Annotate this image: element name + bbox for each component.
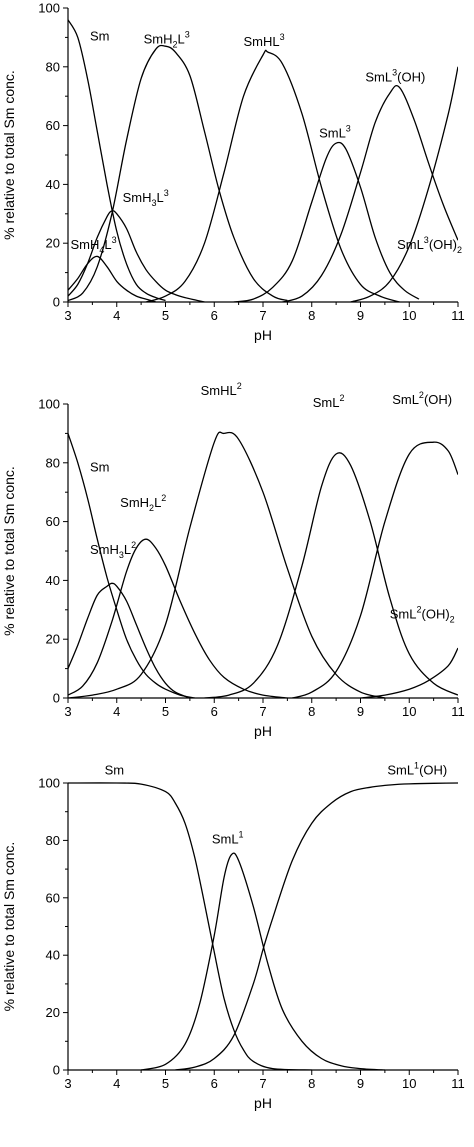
curves-group: [68, 782, 458, 1070]
series-line-sm: [68, 19, 166, 302]
y-tick-label: 100: [38, 776, 60, 791]
x-tick-label: 9: [357, 704, 364, 719]
series-line-sml3: [233, 141, 420, 302]
series-line-smh3l3: [68, 210, 205, 302]
y-tick-label: 100: [38, 1, 60, 16]
label-sml3-oh-2: SmL3(OH)2: [397, 235, 462, 255]
y-tick-label: 80: [46, 59, 60, 74]
label-sml3: SmL3: [319, 123, 351, 140]
x-tick-label: 8: [308, 308, 315, 323]
y-tick-label: 20: [46, 632, 60, 647]
y-tick-label: 80: [46, 833, 60, 848]
series-line-smh2l3: [68, 44, 288, 302]
y-tick-label: 80: [46, 455, 60, 470]
chart-panel-1: 3 4 5 6 7 8 9 10 11 0 20 40 60 80 100 pH % relative to t…: [1, 1, 465, 344]
label-sml3-oh: SmL3(OH): [365, 68, 425, 85]
label-sml1: SmL1: [212, 829, 244, 846]
series-line-smhl2: [68, 431, 386, 698]
x-axis-title: pH: [254, 723, 272, 739]
x-tick-label: 10: [402, 704, 416, 719]
series-line-smh2l2: [68, 538, 288, 698]
x-tick-label: 10: [402, 308, 416, 323]
x-tick-label: 5: [162, 704, 169, 719]
label-smh2l3: SmH2L3: [144, 29, 190, 49]
x-tick-label: 4: [113, 704, 120, 719]
series-line-smhl3: [145, 49, 400, 302]
y-tick-label: 60: [46, 118, 60, 133]
chart-panel-3: 3 4 5 6 7 8 9 10 11 0 20 40 60 80 100 pH % relative to t…: [1, 760, 465, 1111]
y-tick-label: 100: [38, 397, 60, 412]
label-smhl2: SmHL2: [201, 381, 242, 398]
y-tick-label: 0: [53, 1063, 60, 1078]
y-tick-label: 60: [46, 890, 60, 905]
y-axis-title: % relative to total Sm conc.: [1, 842, 17, 1012]
x-tick-label: 3: [64, 704, 71, 719]
y-axis-title: % relative to total Sm conc.: [1, 70, 17, 240]
x-tick-label: 9: [357, 308, 364, 323]
series-line-sml2: [204, 452, 458, 698]
x-tick-label: 4: [113, 308, 120, 323]
y-tick-label: 0: [53, 295, 60, 310]
x-tick-label: 7: [259, 1076, 266, 1091]
x-tick-label: 3: [64, 1076, 71, 1091]
series-line-sml1: [140, 852, 385, 1070]
x-tick-label: 11: [451, 704, 465, 719]
label-sml2-oh: SmL2(OH): [392, 390, 452, 407]
y-tick-label: 20: [46, 1005, 60, 1020]
series-line-sml1-oh: [175, 782, 458, 1070]
y-tick-label: 0: [53, 691, 60, 706]
x-axis-title: pH: [254, 1095, 272, 1111]
curves-group: [68, 431, 458, 698]
x-tick-label: 7: [259, 308, 266, 323]
label-sm: Sm: [90, 460, 110, 475]
y-tick-label: 40: [46, 948, 60, 963]
label-sm: Sm: [105, 762, 125, 777]
x-tick-label: 8: [308, 1076, 315, 1091]
y-tick-label: 20: [46, 236, 60, 251]
label-smh3l3: SmH3L3: [123, 188, 169, 208]
series-line-smh4l3: [68, 255, 156, 302]
label-smh3l2: SmH3L2: [90, 540, 136, 560]
label-sml2: SmL2: [313, 393, 345, 410]
label-sml1-oh: SmL1(OH): [387, 760, 447, 777]
x-tick-label: 6: [211, 1076, 218, 1091]
chart-panel-2: 3 4 5 6 7 8 9 10 11 0 20 40 60 80 100 pH % relative to t…: [1, 381, 465, 739]
series-line-sm: [68, 782, 312, 1070]
x-tick-label: 10: [402, 1076, 416, 1091]
y-tick-label: 60: [46, 514, 60, 529]
series-line-sml3-oh: [282, 84, 458, 302]
x-tick-label: 11: [451, 1076, 465, 1091]
curves-group: [68, 19, 458, 302]
y-axis-title: % relative to total Sm conc.: [1, 466, 17, 636]
x-tick-label: 8: [308, 704, 315, 719]
x-tick-label: 4: [113, 1076, 120, 1091]
label-smhl3: SmHL3: [244, 32, 285, 49]
x-axis-title: pH: [254, 327, 272, 343]
series-line-sml2-oh: [292, 441, 458, 698]
y-tick-label: 40: [46, 573, 60, 588]
x-tick-label: 3: [64, 308, 71, 323]
x-tick-label: 11: [451, 308, 465, 323]
x-tick-label: 5: [162, 308, 169, 323]
series-line-sml3-oh-2: [350, 66, 458, 302]
x-tick-label: 5: [162, 1076, 169, 1091]
label-sml2-oh-2: SmL2(OH)2: [390, 605, 455, 625]
x-tick-label: 9: [357, 1076, 364, 1091]
y-tick-label: 40: [46, 177, 60, 192]
label-sm: Sm: [90, 28, 110, 43]
label-smh2l2: SmH2L2: [120, 493, 166, 513]
x-tick-label: 6: [211, 308, 218, 323]
label-smh4l3: SmH4L3: [70, 235, 116, 255]
x-tick-label: 7: [259, 704, 266, 719]
series-line-sml2-oh-2: [360, 647, 458, 698]
x-tick-label: 6: [211, 704, 218, 719]
series-line-smh3l2: [68, 582, 191, 698]
series-line-sm: [68, 433, 195, 698]
